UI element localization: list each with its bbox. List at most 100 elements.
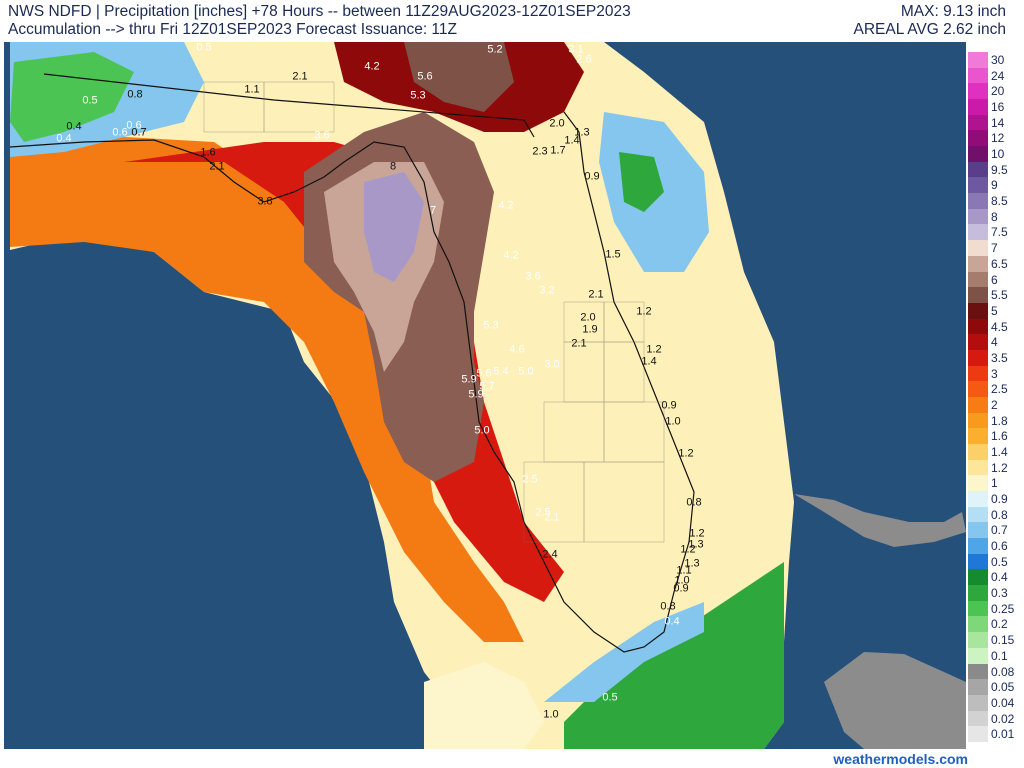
legend-entry: 0.9	[966, 491, 1024, 507]
legend-swatch	[968, 334, 988, 350]
legend-label: 0.08	[991, 664, 1015, 679]
legend-entry: 5.5	[966, 287, 1024, 303]
legend-entry: 1	[966, 475, 1024, 492]
legend-swatch	[968, 318, 988, 335]
legend-label: 0.7	[991, 523, 1008, 538]
legend-entry: 6.5	[966, 255, 1024, 272]
legend-swatch	[968, 632, 988, 648]
legend-label: 4	[991, 335, 998, 350]
legend-swatch	[968, 396, 988, 413]
legend-swatch	[968, 271, 988, 288]
precipitation-map: 0.5 5.2 3.1 4.2 5.6 2.6 2.1 1.1 0.8 0.5 5.3 0.4 0.6 0…	[4, 42, 966, 749]
legend-label: 14	[991, 115, 1005, 130]
legend-label: 0.05	[991, 680, 1015, 695]
color-legend: 30 24 20 16 14 12 10 9.5 9 8.5 8 7.5 7 6.5 6 5.5 5 4.5 4 3.…	[966, 52, 1024, 742]
legend-label: 0.6	[991, 539, 1008, 554]
legend-label: 8.5	[991, 194, 1008, 209]
legend-label: 30	[991, 53, 1005, 67]
legend-entry: 10	[966, 146, 1024, 162]
legend-entry: 0.4	[966, 569, 1024, 586]
legend-swatch	[968, 694, 988, 711]
legend-entry: 0.02	[966, 710, 1024, 727]
legend-entry: 0.1	[966, 647, 1024, 664]
legend-label: 24	[991, 68, 1005, 83]
cuba-shape	[824, 652, 966, 749]
legend-label: 16	[991, 100, 1005, 115]
legend-label: 6.5	[991, 256, 1008, 271]
legend-label: 1.8	[991, 413, 1008, 428]
legend-entry: 2.5	[966, 381, 1024, 397]
legend-label: 0.1	[991, 648, 1008, 663]
bahamas-shape	[794, 494, 966, 547]
legend-label: 2	[991, 397, 998, 412]
legend-swatch	[968, 585, 988, 601]
legend-entry: 9.5	[966, 161, 1024, 178]
legend-label: 0.3	[991, 586, 1008, 601]
legend-swatch	[968, 52, 988, 68]
legend-swatch	[968, 114, 988, 131]
legend-label: 0.9	[991, 492, 1008, 507]
legend-entry: 8.5	[966, 193, 1024, 209]
legend-entry: 14	[966, 114, 1024, 131]
areal-average-text: AREAL AVG 2.62 inch	[853, 21, 1006, 38]
map-graphic	[9, 42, 966, 749]
legend-swatch	[968, 647, 988, 664]
legend-swatch	[968, 491, 988, 507]
legend-label: 7	[991, 241, 998, 256]
legend-swatch	[968, 83, 988, 100]
legend-entry: 6	[966, 271, 1024, 288]
legend-label: 0.2	[991, 617, 1008, 632]
legend-swatch	[968, 428, 988, 444]
legend-swatch	[968, 459, 988, 476]
legend-entry: 0.05	[966, 679, 1024, 695]
legend-entry: 2	[966, 396, 1024, 413]
legend-entry: 12	[966, 130, 1024, 147]
legend-swatch	[968, 538, 988, 554]
southwest-pale	[424, 662, 544, 749]
legend-entry: 0.2	[966, 616, 1024, 633]
map-title-line-2: Accumulation --> thru Fri 12Z01SEP2023 F…	[8, 21, 457, 38]
legend-swatch	[968, 224, 988, 241]
legend-label: 5	[991, 303, 998, 318]
legend-swatch	[968, 349, 988, 366]
legend-label: 6	[991, 272, 998, 287]
legend-label: 0.01	[991, 727, 1015, 742]
legend-entry: 0.5	[966, 553, 1024, 570]
legend-swatch	[968, 302, 988, 319]
credit-text: weathermodels.com	[833, 751, 968, 767]
legend-swatch	[968, 161, 988, 178]
east-blue-core	[619, 152, 664, 212]
legend-label: 8	[991, 209, 998, 224]
legend-entry: 0.01	[966, 726, 1024, 742]
legend-swatch	[968, 130, 988, 147]
legend-entry: 30	[966, 52, 1024, 68]
legend-entry: 0.25	[966, 600, 1024, 617]
legend-swatch	[968, 444, 988, 460]
legend-label: 1	[991, 476, 998, 491]
legend-swatch	[968, 255, 988, 272]
legend-label: 0.04	[991, 695, 1015, 710]
legend-swatch	[968, 679, 988, 695]
legend-label: 2.5	[991, 382, 1008, 397]
legend-swatch	[968, 365, 988, 382]
northwest-green	[10, 52, 134, 142]
legend-swatch	[968, 381, 988, 397]
legend-swatch	[968, 208, 988, 225]
legend-entry: 0.6	[966, 538, 1024, 554]
legend-entry: 3	[966, 365, 1024, 382]
legend-entry: 8	[966, 208, 1024, 225]
legend-label: 0.25	[991, 601, 1015, 616]
rain-core-purple	[364, 172, 424, 282]
legend-label: 0.02	[991, 711, 1015, 726]
coastline	[9, 111, 695, 653]
legend-swatch	[968, 663, 988, 680]
legend-entry: 4	[966, 334, 1024, 350]
legend-entry: 5	[966, 302, 1024, 319]
legend-label: 10	[991, 147, 1005, 162]
legend-entry: 24	[966, 67, 1024, 84]
legend-label: 5.5	[991, 288, 1008, 303]
legend-label: 7.5	[991, 225, 1008, 240]
legend-swatch	[968, 177, 988, 194]
legend-swatch	[968, 569, 988, 586]
rain-band-orange	[10, 137, 524, 642]
